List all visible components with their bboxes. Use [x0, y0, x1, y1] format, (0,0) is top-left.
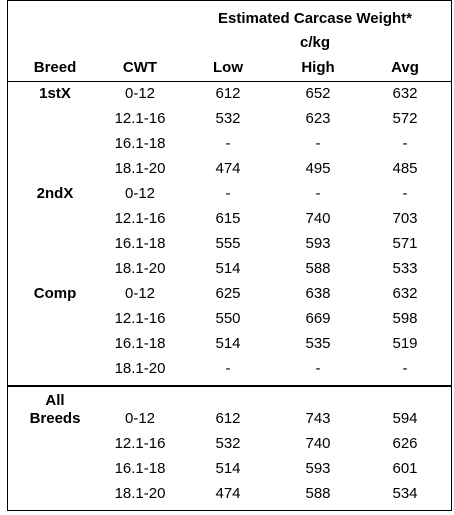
value-cell: 598	[392, 310, 418, 327]
value-cell: -	[402, 185, 408, 202]
value-cell: -	[225, 135, 231, 152]
cwt-cell: 0-12	[124, 85, 156, 102]
value-cell: 571	[392, 235, 418, 252]
value-cell: -	[315, 185, 321, 202]
value-cell: 532	[215, 435, 241, 452]
cwt-cell: 16.1-18	[114, 460, 166, 477]
breed-label: 1stX	[39, 85, 71, 102]
value-cell: 514	[215, 260, 241, 277]
border-left	[7, 0, 8, 511]
value-cell: -	[402, 360, 408, 377]
value-cell: -	[315, 360, 321, 377]
value-cell: -	[225, 360, 231, 377]
header-rule	[7, 81, 452, 82]
value-cell: 514	[215, 460, 241, 477]
value-cell: 638	[305, 285, 331, 302]
breed-label: All Breeds	[29, 392, 81, 427]
cwt-cell: 12.1-16	[114, 110, 166, 127]
cwt-cell: 0-12	[124, 285, 156, 302]
value-cell: 485	[392, 160, 418, 177]
value-cell: 550	[215, 310, 241, 327]
cwt-cell: 0-12	[124, 185, 156, 202]
cwt-cell: 0-12	[124, 410, 156, 427]
column-header: Low	[213, 59, 243, 76]
value-cell: 593	[305, 235, 331, 252]
value-cell: 514	[215, 335, 241, 352]
value-cell: 601	[392, 460, 418, 477]
value-cell: 703	[392, 210, 418, 227]
cwt-cell: 18.1-20	[114, 160, 166, 177]
value-cell: 743	[305, 410, 331, 427]
breed-label: 2ndX	[36, 185, 74, 202]
value-cell: 593	[305, 460, 331, 477]
value-cell: 588	[305, 485, 331, 502]
value-cell: 612	[215, 410, 241, 427]
cwt-cell: 18.1-20	[114, 485, 166, 502]
column-header: High	[301, 59, 335, 76]
cwt-cell: 16.1-18	[114, 235, 166, 252]
value-cell: 588	[305, 260, 331, 277]
value-cell: 572	[392, 110, 418, 127]
value-cell: -	[315, 135, 321, 152]
value-cell: 474	[215, 485, 241, 502]
border-bottom	[7, 510, 452, 511]
value-cell: 615	[215, 210, 241, 227]
column-header: Avg	[391, 59, 419, 76]
value-cell: 535	[305, 335, 331, 352]
value-cell: 533	[392, 260, 418, 277]
value-cell: -	[402, 135, 408, 152]
value-cell: 669	[305, 310, 331, 327]
value-cell: 626	[392, 435, 418, 452]
cwt-cell: 16.1-18	[114, 135, 166, 152]
value-cell: 594	[392, 410, 418, 427]
value-cell: 474	[215, 160, 241, 177]
cwt-cell: 18.1-20	[114, 260, 166, 277]
cwt-cell: 18.1-20	[114, 360, 166, 377]
value-cell: 612	[215, 85, 241, 102]
section-rule	[7, 385, 452, 387]
value-cell: 652	[305, 85, 331, 102]
value-cell: 555	[215, 235, 241, 252]
column-header: CWT	[122, 59, 158, 76]
value-cell: 532	[215, 110, 241, 127]
border-right	[451, 0, 452, 511]
value-cell: 625	[215, 285, 241, 302]
value-cell: 534	[392, 485, 418, 502]
cwt-cell: 12.1-16	[114, 210, 166, 227]
cwt-cell: 12.1-16	[114, 435, 166, 452]
column-header: Breed	[33, 59, 77, 76]
breed-label: Comp	[33, 285, 77, 302]
value-cell: 740	[305, 210, 331, 227]
value-cell: 632	[392, 285, 418, 302]
value-cell: 623	[305, 110, 331, 127]
cwt-cell: 16.1-18	[114, 335, 166, 352]
cwt-cell: 12.1-16	[114, 310, 166, 327]
value-cell: -	[225, 185, 231, 202]
header-title: Estimated Carcase Weight*	[218, 10, 412, 27]
value-cell: 519	[392, 335, 418, 352]
header-unit: c/kg	[299, 34, 330, 51]
value-cell: 740	[305, 435, 331, 452]
value-cell: 495	[305, 160, 331, 177]
border-top	[7, 0, 452, 1]
value-cell: 632	[392, 85, 418, 102]
